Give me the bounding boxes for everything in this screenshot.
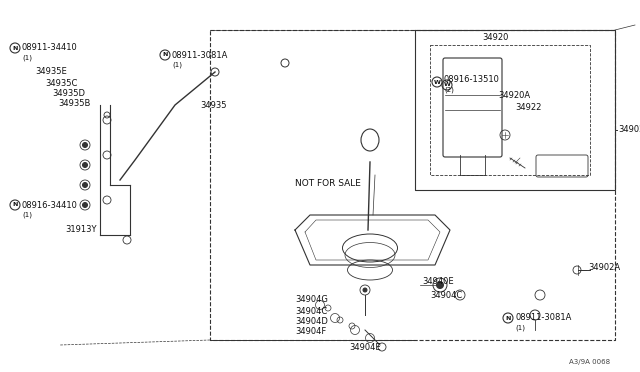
Text: 31913Y: 31913Y — [65, 225, 97, 234]
Text: 34935E: 34935E — [35, 67, 67, 77]
Text: 34940E: 34940E — [422, 278, 454, 286]
Text: NOT FOR SALE: NOT FOR SALE — [295, 179, 361, 187]
Text: 34922: 34922 — [515, 103, 541, 112]
Circle shape — [436, 282, 444, 289]
Text: (1): (1) — [172, 62, 182, 68]
Circle shape — [83, 163, 88, 167]
Text: (2): (2) — [444, 87, 454, 93]
Text: 34935: 34935 — [200, 100, 227, 109]
Text: 08911-3081A: 08911-3081A — [172, 51, 228, 60]
Circle shape — [83, 202, 88, 208]
Text: (1): (1) — [22, 55, 32, 61]
Text: 34920A: 34920A — [498, 90, 530, 99]
Text: 34935B: 34935B — [58, 99, 90, 108]
Text: 08916-34410: 08916-34410 — [22, 201, 78, 209]
Text: 34902: 34902 — [618, 125, 640, 135]
Text: 34904E: 34904E — [349, 343, 381, 353]
Circle shape — [83, 183, 88, 187]
Text: 34920: 34920 — [482, 33, 508, 42]
Text: 34904F: 34904F — [295, 327, 326, 336]
Text: 34935D: 34935D — [52, 89, 85, 97]
Text: 08911-34410: 08911-34410 — [22, 44, 77, 52]
Text: 34935C: 34935C — [45, 78, 77, 87]
Text: N: N — [12, 202, 18, 208]
Text: 08911-3081A: 08911-3081A — [515, 314, 572, 323]
Circle shape — [363, 288, 367, 292]
Circle shape — [83, 142, 88, 148]
Text: 08916-13510: 08916-13510 — [444, 76, 500, 84]
Text: 34904D: 34904D — [295, 317, 328, 326]
Text: 34904G: 34904G — [295, 295, 328, 305]
Text: 34902A: 34902A — [588, 263, 620, 273]
Text: N: N — [163, 52, 168, 58]
Text: (1): (1) — [515, 325, 525, 331]
Text: W: W — [444, 83, 451, 87]
Text: A3/9A 0068: A3/9A 0068 — [569, 359, 610, 365]
Text: 34904C: 34904C — [295, 307, 327, 315]
Text: 34904C: 34904C — [430, 292, 462, 301]
Text: W: W — [433, 80, 440, 84]
Text: N: N — [12, 45, 18, 51]
Text: N: N — [506, 315, 511, 321]
Text: (1): (1) — [22, 212, 32, 218]
